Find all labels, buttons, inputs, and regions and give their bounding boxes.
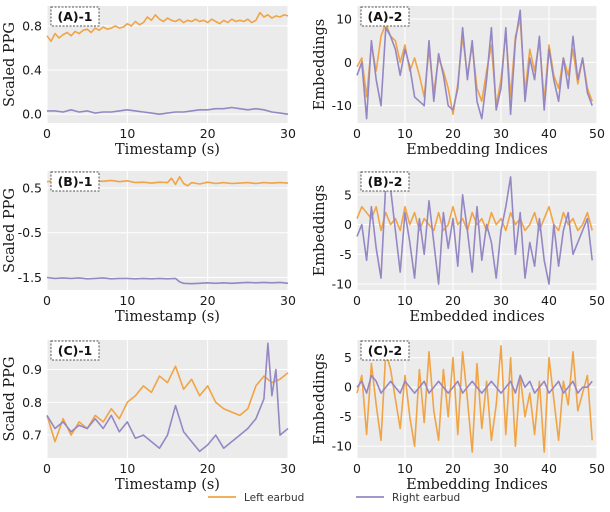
series-line-left — [356, 205, 593, 232]
panel-tag-box — [360, 6, 410, 27]
x-tick-label: 30 — [493, 293, 509, 308]
legend-label: Right earbud — [392, 492, 460, 504]
x-tick-label: 0 — [353, 126, 361, 141]
x-tick-label: 20 — [200, 126, 216, 141]
chart-panel-3: 0 10 20 30 0.5 -0.5 -1.5 Timestamp (s) Scaled PP… — [2, 171, 296, 325]
x-tick-label: 30 — [280, 461, 296, 476]
x-tick-label: 0 — [353, 293, 361, 308]
x-tick-label: 10 — [119, 293, 135, 308]
panel-tag-box — [50, 340, 100, 361]
series-line-right — [356, 176, 593, 285]
x-tick-label: 20 — [445, 461, 461, 476]
y-tick-label: -10 — [332, 439, 352, 454]
x-axis-title: Timestamp (s) — [115, 477, 220, 493]
x-tick-label: 50 — [589, 126, 605, 141]
y-tick-label: -5 — [340, 247, 352, 262]
y-tick-label: 0 — [344, 380, 352, 395]
series-line-right — [47, 106, 289, 115]
x-axis-title: Embedded indices — [409, 309, 544, 325]
x-tick-label: 20 — [445, 293, 461, 308]
x-tick-label: 0 — [43, 126, 51, 141]
x-tick-label: 10 — [397, 126, 413, 141]
legend-label: Left earbud — [244, 492, 304, 504]
y-tick-label: 5 — [344, 187, 352, 202]
x-tick-label: 0 — [353, 461, 361, 476]
panel-tag-box — [50, 171, 100, 192]
panel-tag: (A)-2 — [368, 9, 403, 24]
x-tick-label: 30 — [280, 293, 296, 308]
x-axis-title: Embedding Indices — [406, 142, 548, 158]
x-tick-label: 40 — [541, 461, 557, 476]
y-axis-title: Scaled PPG — [2, 188, 18, 273]
x-tick-label: 30 — [280, 126, 296, 141]
x-tick-label: 20 — [445, 126, 461, 141]
y-tick-label: -10 — [332, 98, 352, 113]
panel-tag-box — [360, 340, 410, 361]
y-tick-label: -5 — [340, 409, 352, 424]
y-tick-label: -10 — [332, 277, 352, 292]
y-tick-label: 10 — [336, 12, 352, 27]
x-tick-label: 10 — [119, 461, 135, 476]
y-tick-label: 0.9 — [22, 362, 42, 377]
x-tick-label: 50 — [589, 461, 605, 476]
x-tick-label: 10 — [397, 461, 413, 476]
chart-panel-5: 0 10 20 30 0.7 0.8 0.9 Timestamp (s) Scaled PPG (… — [2, 340, 296, 493]
y-tick-label: 0.8 — [22, 395, 42, 410]
y-axis-title: Scaled PPG — [2, 22, 18, 107]
y-tick-label: 0.4 — [22, 63, 42, 78]
x-tick-label: 40 — [541, 126, 557, 141]
x-tick-label: 50 — [589, 293, 605, 308]
x-axis-title: Timestamp (s) — [115, 309, 220, 325]
x-tick-label: 20 — [200, 293, 216, 308]
series-line-right — [356, 374, 593, 394]
x-tick-label: 0 — [43, 293, 51, 308]
y-tick-label: 0.7 — [22, 428, 42, 443]
panel-tag: (C)-1 — [58, 343, 93, 358]
y-tick-label: 0.8 — [22, 18, 42, 33]
x-tick-label: 40 — [541, 293, 557, 308]
x-tick-label: 10 — [119, 126, 135, 141]
panel-tag-box — [360, 171, 410, 192]
y-tick-label: -1.5 — [18, 270, 42, 285]
series-line-left — [356, 345, 593, 453]
panel-tag: (B)-1 — [58, 174, 93, 189]
x-axis-title: Embedding Indices — [406, 477, 548, 493]
y-tick-label: 0 — [344, 55, 352, 70]
series-line-right — [46, 342, 289, 453]
panel-tag-box — [50, 6, 100, 27]
y-tick-label: 0.0 — [22, 107, 42, 122]
y-axis-title: Embeddings — [312, 185, 328, 276]
y-tick-label: 0 — [344, 217, 352, 232]
panel-tag: (B)-2 — [368, 174, 403, 189]
x-tick-label: 10 — [397, 293, 413, 308]
y-axis-title: Scaled PPG — [2, 357, 18, 442]
x-tick-label: 20 — [200, 461, 216, 476]
chart-panel-1: 0 10 20 30 0.0 0.4 0.8 Timestamp (s) Scaled PPG (… — [2, 6, 296, 158]
y-tick-label: -0.5 — [18, 225, 42, 240]
x-tick-label: 30 — [493, 461, 509, 476]
legend: Left earbud Right earbud — [208, 492, 460, 504]
panel-tag: (A)-1 — [58, 9, 93, 24]
series-line-left — [46, 11, 289, 43]
series-line-right — [356, 9, 593, 120]
y-tick-label: 0.5 — [22, 181, 42, 196]
y-tick-label: 5 — [344, 350, 352, 365]
y-axis-title: Embeddings — [312, 353, 328, 444]
series-line-right — [46, 276, 289, 285]
x-tick-label: 30 — [493, 126, 509, 141]
y-axis-title: Embeddings — [312, 19, 328, 110]
panel-tag: (C)-2 — [368, 343, 403, 358]
x-tick-label: 0 — [43, 461, 51, 476]
x-axis-title: Timestamp (s) — [115, 142, 220, 158]
